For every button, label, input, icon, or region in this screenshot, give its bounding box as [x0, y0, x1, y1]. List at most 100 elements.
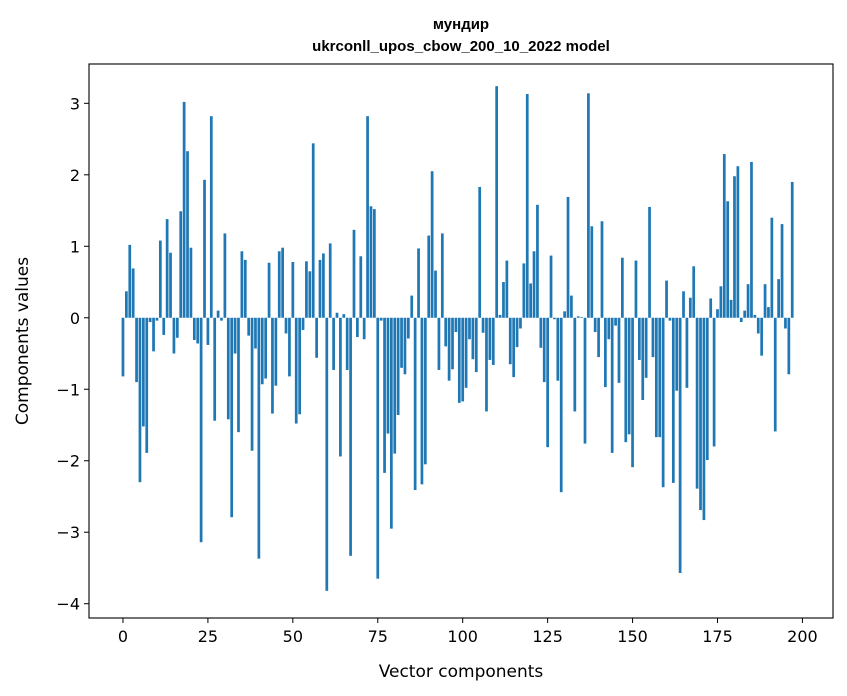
- bar-101: [464, 317, 468, 388]
- bar-80: [393, 317, 397, 454]
- bar-161: [668, 317, 672, 321]
- bar-36: [243, 259, 247, 318]
- bar-131: [566, 196, 570, 318]
- bar-187: [756, 317, 760, 334]
- bar-135: [580, 317, 583, 318]
- bar-38: [250, 317, 254, 451]
- bar-129: [559, 317, 563, 493]
- bar-16: [175, 317, 179, 338]
- bar-31: [226, 317, 230, 420]
- bar-91: [430, 171, 434, 318]
- bar-12: [162, 317, 166, 335]
- bar-17: [179, 211, 183, 318]
- bar-87: [417, 248, 420, 318]
- bar-100: [461, 317, 465, 402]
- bar-180: [733, 176, 736, 318]
- bar-190: [767, 307, 770, 318]
- bar-74: [373, 209, 376, 318]
- bar-163: [675, 317, 679, 391]
- bar-71: [362, 317, 366, 340]
- bar-120: [529, 283, 532, 318]
- bar-197: [790, 181, 794, 318]
- bar-85: [410, 295, 414, 318]
- bar-70: [359, 256, 363, 318]
- bar-65: [342, 314, 346, 318]
- bar-188: [760, 317, 764, 356]
- bar-86: [413, 317, 417, 491]
- bar-124: [542, 317, 546, 383]
- bar-166: [685, 317, 689, 388]
- x-tick-label: 175: [702, 627, 733, 646]
- bar-162: [671, 317, 675, 483]
- bar-78: [386, 317, 390, 434]
- y-tick-label: −1: [56, 380, 80, 399]
- y-tick-label: 3: [70, 94, 80, 113]
- bar-27: [213, 317, 217, 421]
- bar-114: [508, 317, 512, 365]
- bar-48: [284, 317, 288, 334]
- bar-69: [356, 317, 359, 338]
- bar-19: [186, 151, 189, 318]
- bar-3: [131, 268, 135, 318]
- bar-90: [427, 235, 431, 318]
- bar-169: [695, 317, 699, 489]
- bar-160: [665, 280, 668, 318]
- bar-128: [556, 317, 560, 381]
- bar-72: [366, 116, 369, 318]
- bar-134: [576, 316, 580, 318]
- bar-159: [661, 317, 665, 488]
- bar-165: [682, 291, 685, 318]
- bar-121: [532, 251, 536, 318]
- bar-58: [318, 259, 322, 318]
- bar-45: [274, 317, 278, 386]
- bar-154: [644, 317, 648, 378]
- bar-156: [651, 317, 655, 358]
- bar-184: [746, 284, 750, 318]
- x-tick-label: 100: [447, 627, 478, 646]
- bar-44: [271, 317, 274, 414]
- bar-183: [743, 310, 747, 318]
- bar-167: [688, 297, 692, 318]
- bar-21: [192, 317, 196, 340]
- bar-194: [780, 224, 784, 318]
- bar-105: [478, 186, 482, 318]
- bar-107: [485, 317, 488, 412]
- bar-195: [784, 317, 787, 329]
- bar-series: [121, 86, 794, 591]
- bar-13: [165, 219, 169, 318]
- bar-132: [570, 295, 573, 318]
- bar-116: [515, 317, 519, 348]
- bar-62: [332, 317, 335, 370]
- bar-147: [621, 257, 624, 318]
- bar-51: [294, 317, 298, 424]
- bar-196: [787, 317, 791, 375]
- bar-81: [396, 317, 400, 415]
- x-tick-label: 0: [118, 627, 128, 646]
- bar-47: [281, 247, 284, 318]
- bar-54: [305, 261, 308, 318]
- bar-43: [267, 262, 271, 318]
- bar-96: [447, 317, 451, 381]
- bar-118: [522, 263, 526, 318]
- bar-174: [712, 317, 716, 447]
- bar-176: [719, 286, 723, 318]
- bar-97: [451, 317, 454, 370]
- bar-42: [264, 317, 268, 379]
- bar-145: [614, 317, 617, 326]
- bar-56: [311, 143, 315, 318]
- bar-125: [546, 317, 549, 448]
- y-axis-label: Components values: [13, 257, 33, 425]
- y-tick-label: −4: [56, 595, 80, 614]
- bar-24: [203, 179, 206, 318]
- x-axis-label: Vector components: [379, 662, 544, 682]
- x-axis-ticks: 0 25 50 75 100 125 150 175 200: [118, 618, 818, 646]
- bar-55: [308, 271, 312, 318]
- bar-76: [379, 317, 383, 321]
- bar-88: [420, 317, 424, 485]
- bar-130: [563, 311, 566, 318]
- y-tick-label: 0: [70, 309, 80, 328]
- bar-39: [254, 317, 257, 349]
- bar-79: [390, 317, 393, 529]
- bar-141: [600, 221, 604, 318]
- bar-178: [726, 201, 730, 318]
